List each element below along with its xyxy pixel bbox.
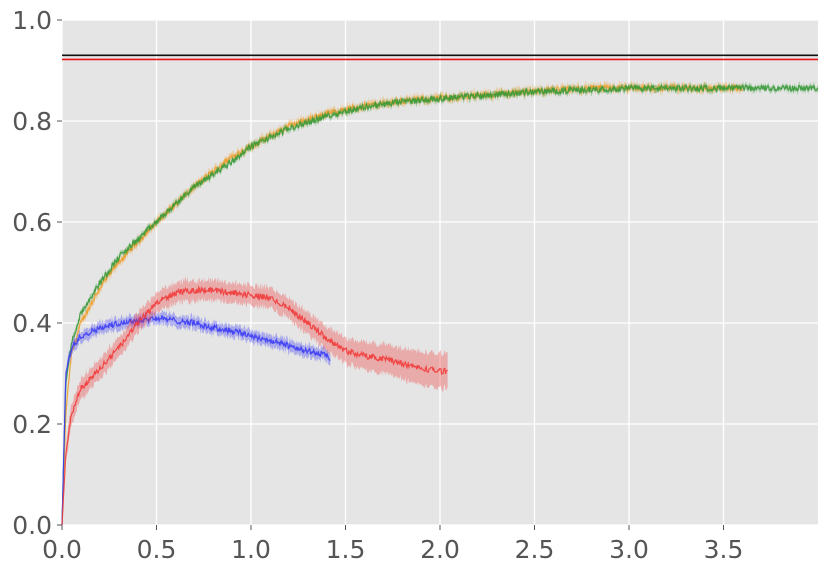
series-2 bbox=[61, 81, 819, 526]
y-tick-label: 1.0 bbox=[12, 6, 52, 35]
series-3 bbox=[61, 309, 331, 526]
x-tick-label: 1.0 bbox=[231, 535, 271, 564]
x-tick-label: 0.0 bbox=[42, 535, 82, 564]
x-tick-label: 0.5 bbox=[137, 535, 177, 564]
series-4-line bbox=[61, 285, 449, 526]
y-tick-label: 0.2 bbox=[12, 410, 52, 439]
x-tick-label: 2.0 bbox=[420, 535, 460, 564]
series-3-line bbox=[61, 314, 331, 526]
y-tick-label: 0.4 bbox=[12, 309, 52, 338]
grid-lines bbox=[61, 19, 818, 526]
y-tick-label: 0.0 bbox=[12, 511, 52, 540]
series-2-line bbox=[61, 83, 819, 526]
series-3-band bbox=[62, 309, 331, 525]
y-tick-label: 0.8 bbox=[12, 107, 52, 136]
x-tick-label: 3.0 bbox=[609, 535, 649, 564]
series-4 bbox=[61, 276, 449, 526]
y-tick-label: 0.6 bbox=[12, 208, 52, 237]
x-tick-label: 2.5 bbox=[515, 535, 555, 564]
x-axis-ticks: 0.0 0.5 1.0 1.5 2.0 2.5 3.0 3.5 bbox=[42, 525, 743, 564]
series-layer bbox=[61, 80, 819, 526]
reference-lines bbox=[62, 54, 818, 61]
x-tick-label: 1.5 bbox=[326, 535, 366, 564]
x-tick-label: 3.5 bbox=[704, 535, 744, 564]
y-axis-ticks: 0.0 0.2 0.4 0.6 0.8 1.0 bbox=[12, 6, 62, 540]
